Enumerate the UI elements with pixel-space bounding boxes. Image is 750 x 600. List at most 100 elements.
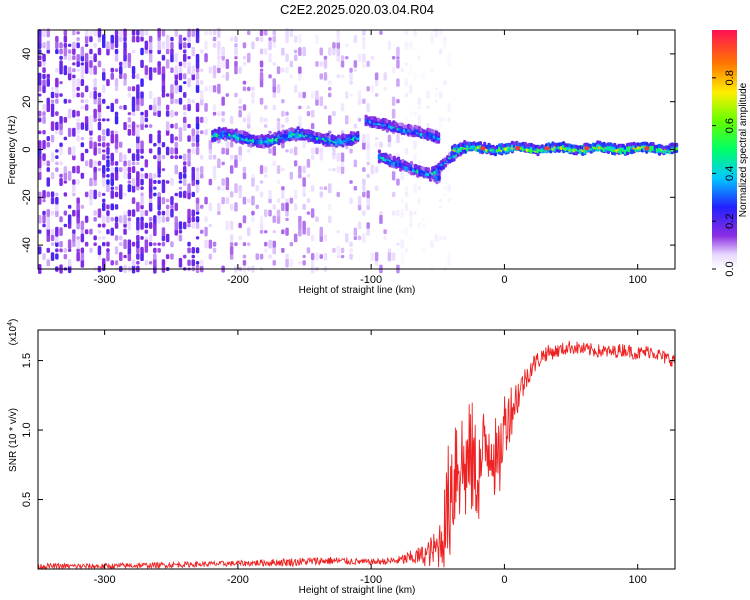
spectrogram-y-label: Frequency (Hz) — [7, 116, 18, 185]
spectrogram-cell — [409, 223, 413, 228]
spectrogram-cell — [170, 123, 174, 129]
spectrogram-cell — [72, 233, 76, 243]
spectrogram-cell — [281, 189, 285, 199]
spectrogram-cell — [413, 211, 417, 215]
spectrogram-cell — [417, 115, 421, 125]
spectrogram-cell — [289, 242, 294, 247]
spectrogram-cell — [72, 55, 76, 61]
spectrogram-cell — [93, 166, 97, 173]
spectrogram-cell — [165, 93, 170, 97]
spectrogram-cell — [123, 239, 127, 250]
spectrogram-cell — [84, 241, 89, 247]
spectrogram-cell — [298, 71, 302, 81]
spectrogram-cell — [234, 202, 238, 212]
spectrogram-cell — [42, 104, 46, 111]
spectrogram-cell — [42, 111, 46, 116]
spectrogram-cell — [195, 211, 200, 215]
spectrogram-cell — [319, 148, 323, 154]
spectrogram-cell — [328, 203, 332, 210]
spectrogram-cell — [80, 122, 85, 130]
spectrogram-cell — [161, 84, 166, 94]
spectrogram-cell — [42, 153, 46, 161]
spectrogram-cell — [178, 61, 183, 67]
spectrogram-cell — [161, 241, 166, 247]
spectrogram-cell — [238, 105, 242, 110]
spectrogram-cell — [102, 135, 106, 142]
spectrogram-cell — [328, 115, 332, 125]
spectrogram-cell — [208, 178, 213, 186]
spectrogram-cell — [187, 103, 191, 112]
spectrogram-cell — [59, 81, 63, 85]
snr-y-multiplier-exp: 4 — [7, 322, 14, 326]
spectrogram-cell — [67, 54, 72, 62]
spectrogram-cell — [136, 217, 140, 222]
spectrogram-cell — [212, 165, 217, 174]
spectrogram-cell — [293, 146, 298, 156]
spectrogram-cell — [106, 118, 110, 122]
spectrogram-cell — [302, 46, 306, 57]
spectrogram-cell — [174, 65, 178, 75]
spectrogram-cell — [195, 247, 200, 254]
spectrogram-cell — [285, 227, 289, 236]
spectrogram-cell — [67, 239, 72, 250]
spectrogram-cell — [409, 235, 413, 241]
spectrogram-cell — [59, 146, 63, 156]
spectrogram-cell — [170, 204, 174, 209]
spectrogram-cell — [229, 234, 234, 242]
spectrogram-cell — [285, 209, 289, 217]
spectrogram-cell — [76, 179, 80, 185]
spectrogram-cell — [276, 209, 281, 217]
spectrogram-cell — [136, 220, 140, 231]
spectrogram-cell — [46, 136, 50, 142]
spectrogram-cell — [114, 222, 119, 229]
spectrogram-cell — [225, 177, 230, 187]
spectrogram-cell — [119, 167, 123, 173]
spectrogram-cell — [204, 30, 208, 36]
spectrogram-cell — [157, 215, 161, 224]
spectrogram-cell — [55, 226, 59, 237]
spectrogram-cell — [404, 248, 409, 253]
spectrogram-cell — [106, 159, 110, 168]
spectrogram-cell — [409, 110, 413, 117]
colorbar-tick-label: 0.2 — [724, 214, 736, 229]
spectrogram-cell — [430, 68, 434, 73]
spectrogram-cell — [127, 86, 132, 92]
spectrogram-cell — [153, 242, 157, 246]
spectrogram-cell — [72, 91, 76, 99]
spectrogram-cell — [349, 67, 353, 73]
spectrogram-cell — [409, 41, 413, 50]
spectrogram-cell — [93, 189, 97, 200]
spectrogram-cell — [675, 142, 679, 147]
spectrogram-cell — [38, 41, 42, 49]
spectrogram-cell — [366, 60, 370, 67]
spectrogram-cell — [102, 84, 106, 93]
spectrogram-cell — [106, 155, 110, 159]
spectrogram-cell — [76, 236, 80, 240]
spectrogram-cell — [140, 115, 144, 125]
spectrogram-cell — [153, 155, 157, 160]
spectrogram-cell — [131, 86, 136, 92]
spectrogram-cell — [102, 223, 106, 228]
spectrogram-cell — [242, 117, 247, 123]
spectrogram-cell — [46, 73, 50, 79]
spectrogram-cell — [396, 209, 400, 217]
spectrogram-cell — [247, 149, 251, 153]
spectrogram-cell — [272, 240, 276, 248]
spectrogram-cell — [438, 124, 443, 128]
spectrogram-cell — [336, 245, 340, 256]
spectrogram-cell — [148, 222, 153, 229]
spectrogram-cell — [187, 259, 191, 266]
spectrogram-cell — [76, 86, 80, 91]
spectrogram-cell — [84, 160, 89, 167]
spectrogram-cell — [38, 140, 42, 150]
spectrogram-cell — [72, 146, 76, 156]
spectrogram-cell — [400, 260, 404, 266]
spectrogram-cell — [438, 198, 443, 203]
spectrogram-cell — [157, 37, 161, 41]
spectrogram-cell — [183, 81, 187, 85]
spectrogram-cell — [438, 48, 443, 55]
spectrogram-cell — [217, 67, 221, 74]
spectrogram-cell — [187, 56, 191, 60]
spectrogram-cell — [106, 248, 110, 253]
spectrogram-cell — [404, 202, 409, 211]
